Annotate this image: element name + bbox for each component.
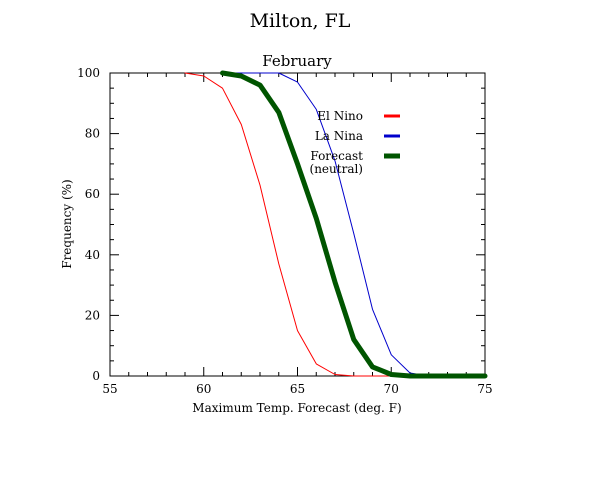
- x-tick-label: 75: [477, 382, 492, 396]
- series-line: [220, 70, 488, 379]
- y-axis: 0 20 40 60 80 100: [77, 66, 485, 383]
- legend-label: El Nino: [317, 109, 363, 123]
- chart-title: February: [262, 52, 332, 70]
- y-tick-label: 100: [77, 66, 100, 80]
- y-axis-label: Frequency (%): [60, 179, 74, 268]
- legend-label: Forecast (neutral): [310, 149, 364, 176]
- series-layer: [184, 70, 488, 379]
- y-tick-label: 80: [85, 127, 100, 141]
- x-tick-label: 65: [290, 382, 305, 396]
- legend-label: La Nina: [315, 129, 363, 143]
- y-tick-label: 20: [85, 308, 100, 322]
- x-tick-label: 70: [384, 382, 399, 396]
- y-tick-label: 0: [92, 369, 100, 383]
- x-tick-label: 60: [196, 382, 211, 396]
- x-axis: 55 60 65 70 75: [102, 73, 493, 396]
- legend: El Nino La Nina Forecast (neutral): [310, 109, 400, 176]
- page-title: Milton, FL: [249, 10, 351, 32]
- x-tick-label: 55: [102, 382, 117, 396]
- x-axis-label: Maximum Temp. Forecast (deg. F): [192, 401, 401, 415]
- y-tick-label: 60: [85, 187, 100, 201]
- y-tick-label: 40: [85, 248, 100, 262]
